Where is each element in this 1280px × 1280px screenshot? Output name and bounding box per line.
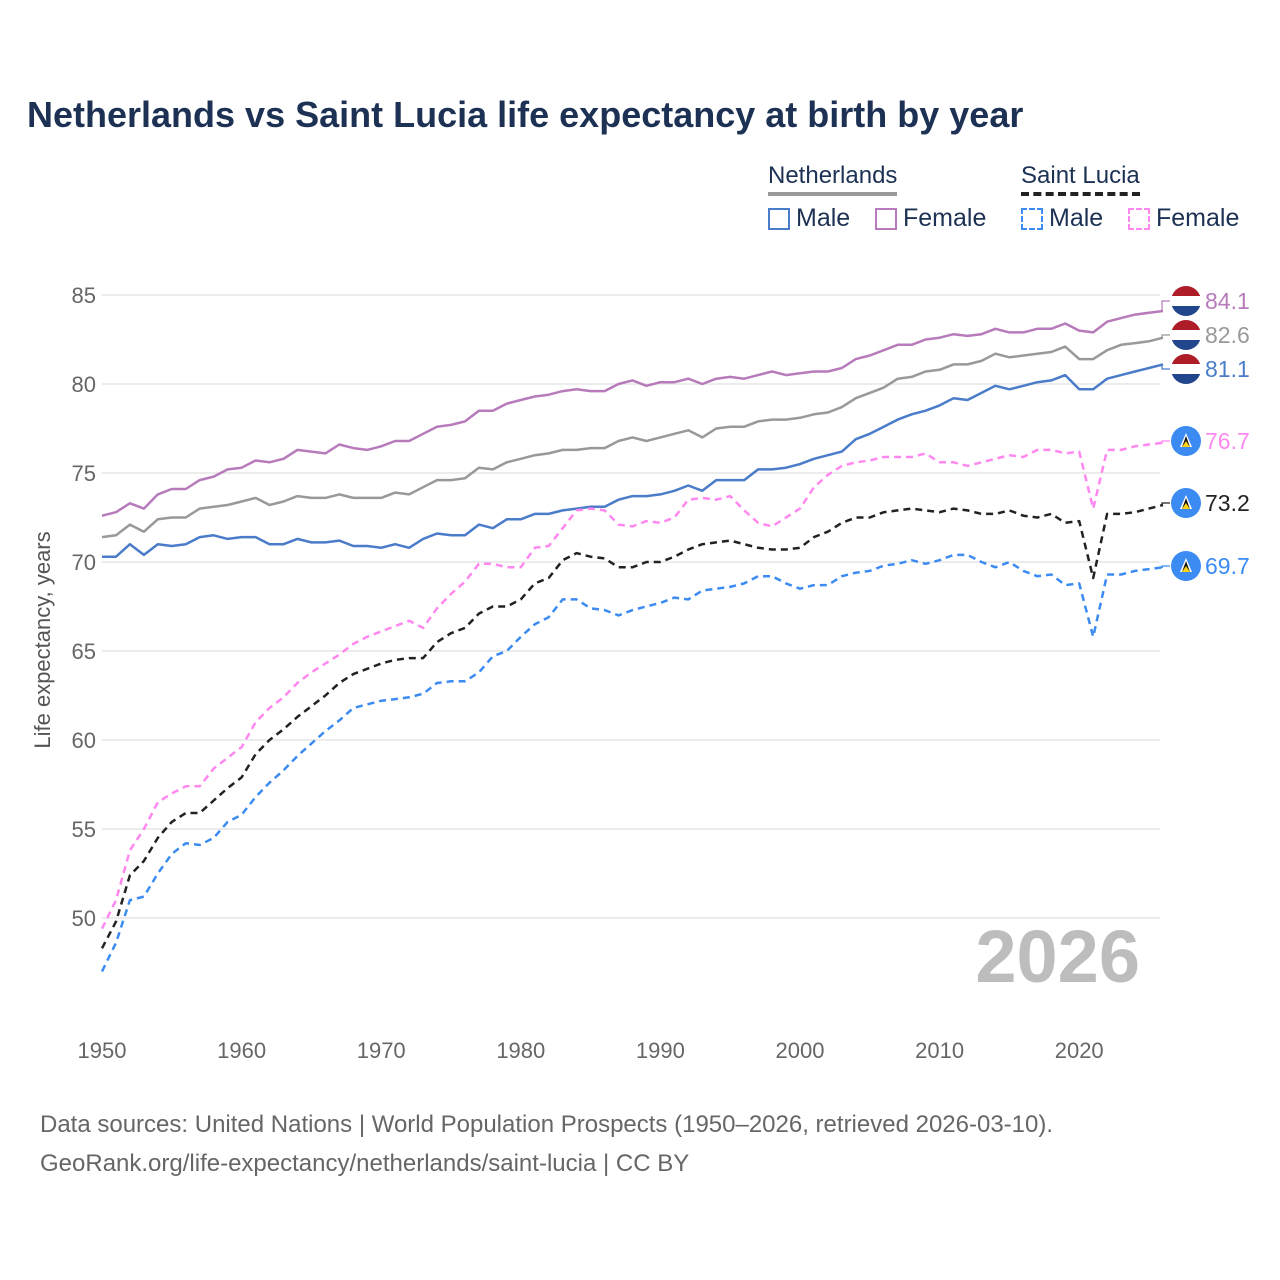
legend-label: Male: [1049, 204, 1104, 232]
end-value-label: 69.7: [1205, 553, 1250, 579]
series-line-netherlands-total: [101, 336, 1164, 539]
footer-sources: Data sources: United Nations | World Pop…: [40, 1111, 1054, 1138]
label-connector: [1161, 300, 1170, 312]
y-tick-label: 70: [72, 550, 96, 575]
netherlands-flag-icon: [1171, 286, 1201, 316]
series-line-netherlands-female: [101, 309, 1164, 517]
y-tick-label: 75: [72, 461, 96, 486]
legend-label: Female: [903, 204, 987, 232]
y-tick-label: 65: [72, 639, 96, 664]
flag-stripe-blue: [1171, 340, 1201, 350]
y-axis-label: Life expectancy, years: [30, 531, 55, 748]
flag-triangle-gold: [1182, 566, 1190, 572]
end-value-label: 84.1: [1205, 288, 1250, 314]
series-line-netherlands-male: [102, 363, 1164, 558]
saint-lucia-flag-icon: [1171, 551, 1201, 581]
series-line-saint-lucia-male: [100, 553, 1164, 972]
legend-label: Male: [796, 204, 851, 232]
label-connector: [1161, 440, 1170, 444]
legend-group-saint-lucia: Saint Lucia: [1021, 162, 1140, 196]
legend-item-netherlands-female[interactable]: Female: [875, 204, 986, 233]
legend-item-saint-lucia-male[interactable]: Male: [1021, 204, 1103, 233]
saint-lucia-flag-icon: [1171, 426, 1201, 456]
label-connector: [1161, 565, 1170, 568]
legend-swatch: [1021, 207, 1043, 230]
flag-stripe-white: [1171, 364, 1201, 374]
y-tick-label: 85: [72, 283, 96, 308]
flag-stripe-white: [1171, 330, 1201, 340]
label-connector: [1161, 502, 1170, 506]
flag-stripe-blue: [1171, 374, 1201, 384]
x-tick-label: 2020: [1055, 1038, 1104, 1063]
netherlands-flag-icon: [1171, 320, 1201, 350]
flag-stripe-blue: [1171, 306, 1201, 316]
end-value-label: 82.6: [1205, 322, 1250, 348]
x-tick-label: 1990: [636, 1038, 685, 1063]
y-tick-label: 50: [72, 906, 96, 931]
legend-item-saint-lucia-female[interactable]: Female: [1128, 204, 1239, 233]
legend-swatch: [875, 207, 897, 230]
y-tick-label: 80: [72, 372, 96, 397]
flag-stripe-red: [1171, 320, 1201, 330]
end-value-label: 76.7: [1205, 428, 1250, 454]
flag-stripe-white: [1171, 296, 1201, 306]
footer: Data sources: United Nations | World Pop…: [40, 1105, 1053, 1183]
legend-group-netherlands: Netherlands: [768, 162, 898, 196]
end-value-label: 73.2: [1205, 490, 1250, 516]
label-connector: [1161, 363, 1170, 370]
end-value-label: 81.1: [1205, 356, 1250, 382]
series-line-saint-lucia-total: [100, 503, 1164, 949]
saint-lucia-flag-icon: [1171, 488, 1201, 518]
x-tick-label: 1950: [78, 1038, 127, 1063]
x-tick-label: 2000: [776, 1038, 825, 1063]
legend-label: Female: [1156, 204, 1240, 232]
legend-swatch: [768, 207, 790, 230]
chart-title: Netherlands vs Saint Lucia life expectan…: [27, 94, 1024, 135]
x-tick-label: 2010: [915, 1038, 964, 1063]
x-tick-label: 1980: [496, 1038, 545, 1063]
legend-swatch: [1128, 207, 1150, 230]
x-tick-label: 1970: [357, 1038, 406, 1063]
flag-stripe-red: [1171, 354, 1201, 364]
legend-item-netherlands-male[interactable]: Male: [768, 204, 850, 233]
netherlands-flag-icon: [1171, 354, 1201, 384]
flag-stripe-red: [1171, 286, 1201, 296]
label-connector: [1161, 334, 1170, 339]
series-line-saint-lucia-female: [100, 441, 1164, 930]
footer-link[interactable]: GeoRank.org/life-expectancy/netherlands/…: [40, 1150, 690, 1177]
y-tick-label: 55: [72, 817, 96, 842]
flag-triangle-gold: [1182, 503, 1190, 509]
year-watermark: 2026: [975, 915, 1140, 998]
y-tick-label: 60: [72, 728, 96, 753]
x-tick-label: 1960: [217, 1038, 266, 1063]
flag-triangle-gold: [1182, 441, 1190, 447]
